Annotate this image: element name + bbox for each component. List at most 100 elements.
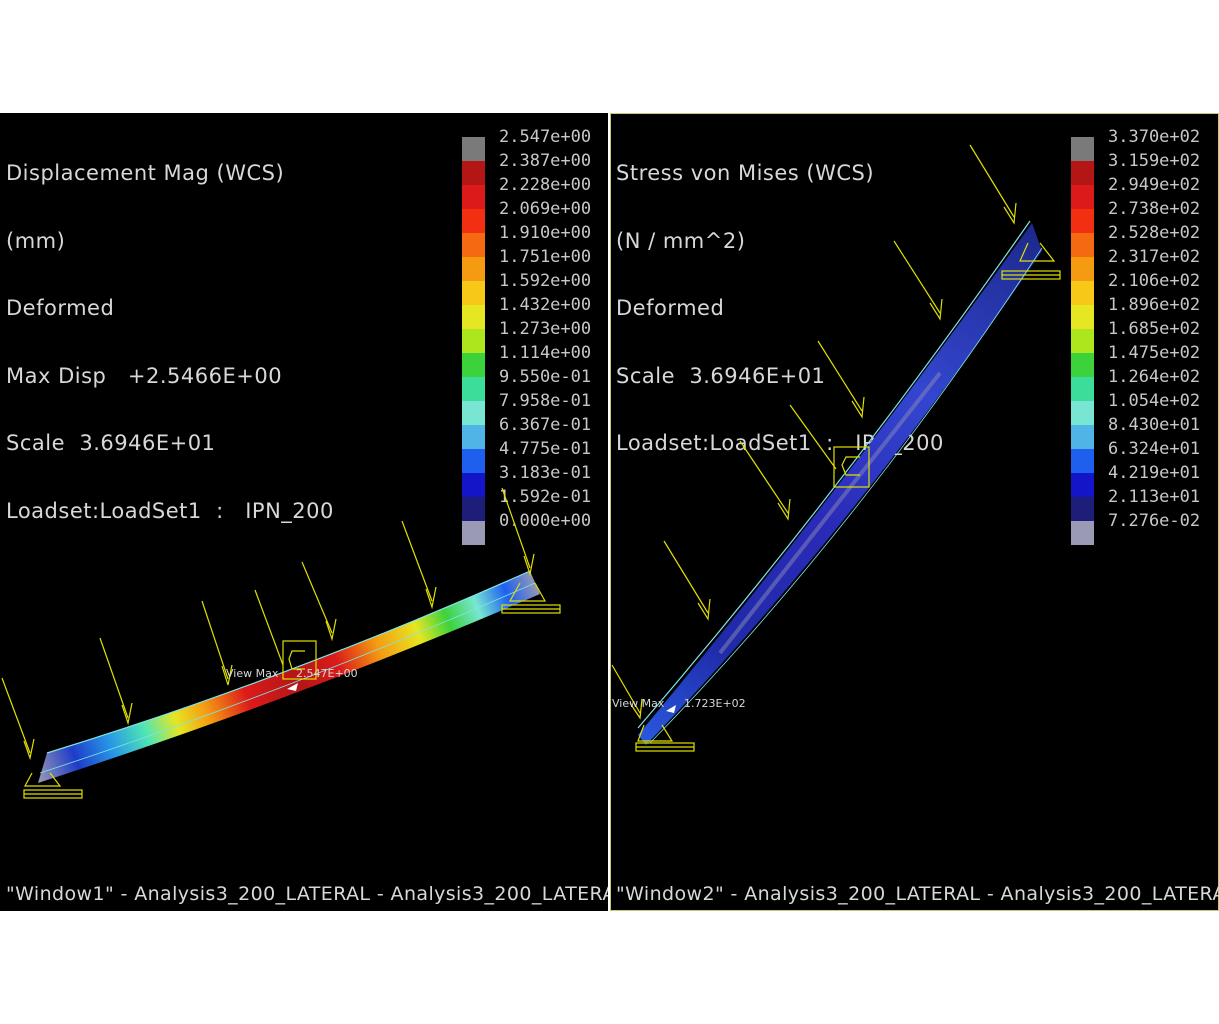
legend-value: 2.113e+01: [1108, 487, 1201, 507]
view-max-value: 1.723E+02: [684, 697, 746, 710]
legend-value: 1.685e+02: [1108, 319, 1201, 339]
legend-swatch: [1071, 473, 1094, 497]
result-units: (mm): [6, 228, 66, 253]
legend-value: 1.896e+02: [1108, 295, 1201, 315]
legend-value: 0.000e+00: [499, 511, 592, 531]
legend-value: 4.775e-01: [499, 439, 592, 459]
load-arrow-icon: [401, 520, 437, 610]
result-title: Stress von Mises (WCS): [616, 161, 875, 185]
legend-value: 2.106e+02: [1108, 271, 1201, 291]
load-arrows: [1, 487, 535, 761]
loadset-label: Loadset:LoadSet1 : IPN_200: [6, 498, 334, 523]
beam-mesh: [38, 571, 540, 783]
view-max-value: 2.547E+00: [296, 667, 358, 680]
load-arrow-icon: [1, 677, 35, 761]
view-max-marker: [287, 683, 298, 691]
beam-outline: [637, 220, 1031, 729]
deformed-label: Deformed: [6, 296, 115, 320]
load-arrow-icon: [969, 144, 1017, 225]
load-arrow-icon: [817, 340, 865, 419]
legend-swatch: [462, 521, 485, 545]
load-arrow-icon: [99, 637, 133, 726]
legend-swatch: [1071, 305, 1094, 329]
view-max-label: View Max: [612, 697, 665, 710]
legend-value: 2.528e+02: [1108, 223, 1201, 243]
model-view[interactable]: View Max 2.547E+00: [0, 113, 608, 911]
legend-swatch: [462, 377, 485, 401]
legend-swatch: [1071, 521, 1094, 545]
legend-swatch: [462, 401, 485, 425]
legend-value: 2.228e+00: [499, 175, 592, 195]
legend-value: 2.738e+02: [1108, 199, 1201, 219]
window-caption: "Window2" - Analysis3_200_LATERAL - Anal…: [616, 883, 1219, 905]
legend-value: 1.054e+02: [1108, 391, 1201, 411]
legend-value: 1.432e+00: [499, 295, 592, 315]
legend-swatch: [1071, 401, 1094, 425]
legend-value: 3.370e+02: [1108, 127, 1201, 147]
csys-marker-icon: [282, 640, 317, 680]
legend-swatch: [462, 425, 485, 449]
legend-value: 1.475e+02: [1108, 343, 1201, 363]
legend-swatch: [462, 473, 485, 497]
load-arrow-icon: [663, 540, 711, 621]
legend-swatch: [1071, 425, 1094, 449]
csys-marker-icon: [833, 446, 870, 488]
result-units: (N / mm^2): [616, 228, 746, 253]
legend-value: 6.367e-01: [499, 415, 592, 435]
support-constraint-icon: [1001, 242, 1061, 280]
legend-swatch: [462, 281, 485, 305]
legend-swatch: [462, 305, 485, 329]
legend-swatch: [462, 209, 485, 233]
legend-swatch: [1071, 497, 1094, 521]
legend-swatch: [462, 137, 485, 161]
load-arrow-icon: [201, 600, 233, 686]
legend-swatch: [462, 185, 485, 209]
legend-swatch: [462, 449, 485, 473]
legend-value: 1.592e-01: [499, 487, 592, 507]
scale-label: Scale 3.6946E+01: [6, 431, 216, 455]
beam-edge: [39, 582, 536, 774]
legend-value: 3.183e-01: [499, 463, 592, 483]
view-max-marker: [666, 705, 676, 713]
legend-swatch: [1071, 377, 1094, 401]
result-title: Displacement Mag (WCS): [6, 161, 285, 185]
legend-value: 7.958e-01: [499, 391, 592, 411]
legend-swatch: [1071, 257, 1094, 281]
result-header: Displacement Mag (WCS) (mm) Deformed Max…: [6, 117, 334, 567]
displacement-window[interactable]: Displacement Mag (WCS) (mm) Deformed Max…: [0, 113, 608, 911]
legend-value: 1.910e+00: [499, 223, 592, 243]
legend-value: 1.114e+00: [499, 343, 592, 363]
legend-value: 1.264e+02: [1108, 367, 1201, 387]
legend-value: 2.547e+00: [499, 127, 592, 147]
beam-highlight: [718, 371, 942, 655]
legend-swatch: [1071, 281, 1094, 305]
model-view[interactable]: View Max 1.723E+02: [610, 113, 1219, 911]
beam-outline: [46, 570, 531, 754]
window-caption: "Window1" - Analysis3_200_LATERAL - Anal…: [6, 883, 608, 905]
legend-swatch: [462, 353, 485, 377]
beam-mesh: [638, 223, 1042, 745]
legend-value: 1.273e+00: [499, 319, 592, 339]
load-arrows: [611, 144, 1017, 720]
legend-value: 7.276e-02: [1108, 511, 1201, 531]
legend-value: 4.219e+01: [1108, 463, 1201, 483]
legend-value: 8.430e+01: [1108, 415, 1201, 435]
legend-swatch: [462, 257, 485, 281]
support-constraint-icon: [501, 582, 561, 614]
legend-value: 2.949e+02: [1108, 175, 1201, 195]
load-arrow-icon: [611, 664, 643, 720]
legend-value: 1.592e+00: [499, 271, 592, 291]
legend-swatch: [1071, 137, 1094, 161]
legend-swatch: [1071, 449, 1094, 473]
stress-window[interactable]: Stress von Mises (WCS) (N / mm^2) Deform…: [610, 113, 1219, 911]
scale-label: Scale 3.6946E+01: [616, 363, 826, 388]
view-max-label: View Max: [226, 667, 279, 680]
legend-swatch: [1071, 209, 1094, 233]
legend-swatch: [1071, 161, 1094, 185]
legend-value: 2.069e+00: [499, 199, 592, 219]
legend-swatch: [462, 161, 485, 185]
legend-value: 9.550e-01: [499, 367, 592, 387]
legend-swatch: [1071, 329, 1094, 353]
support-constraint-icon: [635, 724, 695, 752]
legend-swatch: [462, 497, 485, 521]
